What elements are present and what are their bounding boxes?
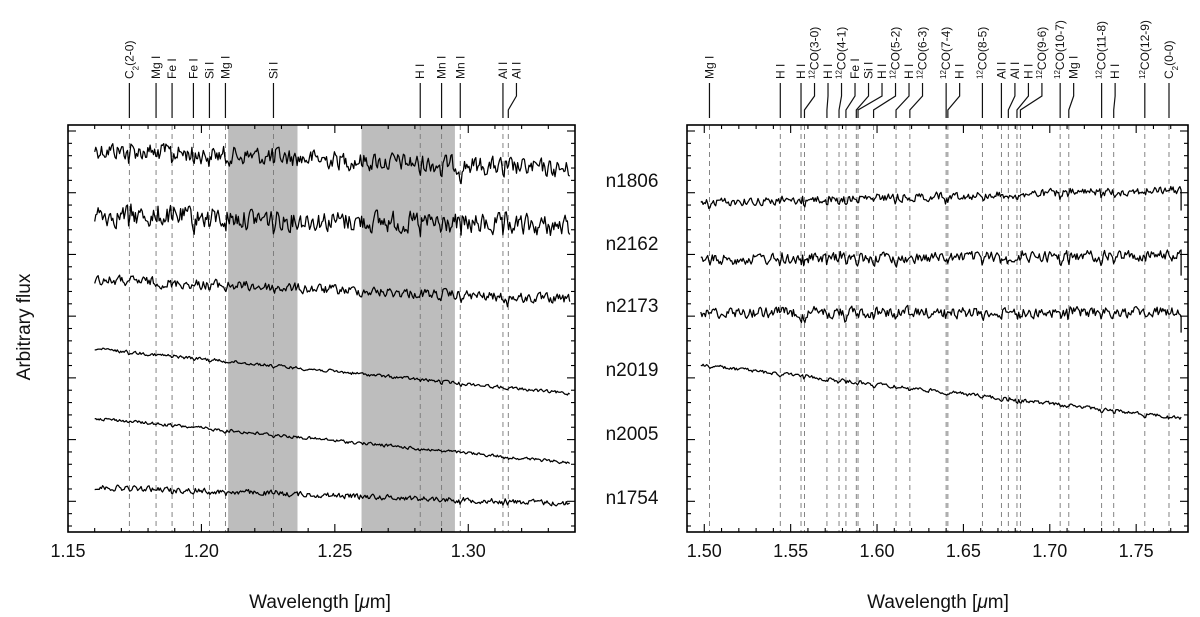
shaded-region — [228, 125, 298, 532]
line-marker-tick — [1113, 83, 1116, 118]
y-axis-title: Arbitrary flux — [14, 273, 35, 380]
x-tick-label: 1.20 — [184, 541, 219, 561]
spectrum-n2019 — [700, 363, 1182, 420]
line-marker-tick — [845, 83, 856, 118]
line-label: H I — [773, 64, 787, 79]
line-label: C2(2-0) — [122, 41, 140, 79]
line-label: H I — [821, 64, 835, 79]
spectrum-n1806 — [700, 185, 1182, 211]
x-tick-label: 1.75 — [1119, 541, 1154, 561]
line-label: Al I — [1008, 62, 1022, 79]
line-label: 12CO(7-4) — [939, 27, 954, 79]
line-marker-tick — [507, 83, 518, 118]
line-label: C2(0-0) — [1162, 41, 1180, 79]
line-label: H I — [1108, 64, 1122, 79]
line-label: H I — [413, 64, 427, 79]
line-label: 12CO(4-1) — [834, 27, 849, 79]
line-label: 12CO(11-8) — [1094, 21, 1109, 79]
spectrum-n2005 — [94, 417, 571, 465]
x-tick-label: 1.70 — [1032, 541, 1067, 561]
x-tick-label: 1.55 — [773, 541, 808, 561]
spectrum-label: n2005 — [606, 424, 659, 445]
spectrum-n1806 — [94, 142, 571, 185]
plot-frame — [686, 124, 1189, 533]
line-label: Al I — [994, 62, 1008, 79]
spectrum-label: n1806 — [606, 171, 659, 192]
spectrum-n2019 — [94, 347, 571, 396]
line-label: Al I — [496, 62, 510, 79]
spectrum-n1754 — [94, 484, 571, 507]
line-label: 12CO(6-3) — [915, 27, 930, 79]
spectrum-n2162 — [700, 249, 1182, 276]
line-label: H I — [953, 64, 967, 79]
x-tick-label: 1.60 — [860, 541, 895, 561]
spectrum-label: n2173 — [606, 296, 659, 317]
shaded-region — [361, 125, 455, 532]
spectrum-label: n2162 — [606, 234, 659, 255]
line-label: Mg I — [1067, 56, 1081, 79]
line-label: Mn I — [453, 56, 467, 79]
line-label: Si I — [862, 62, 876, 79]
line-marker-tick — [1007, 83, 1016, 118]
line-label: Mg I — [218, 56, 232, 79]
line-label: 12CO(12-9) — [1137, 20, 1152, 79]
x-tick-label: 1.50 — [687, 541, 722, 561]
line-label: 12CO(10-7) — [1053, 20, 1068, 79]
x-tick-label: 1.25 — [317, 541, 352, 561]
line-label: Mg I — [702, 56, 716, 79]
line-label: Mn I — [435, 56, 449, 79]
x-axis-title-left: Wavelength [μm] — [249, 592, 391, 613]
line-marker-tick — [872, 83, 897, 118]
spectrum-n2173 — [700, 304, 1182, 333]
line-marker-tick — [838, 83, 843, 118]
line-marker-tick — [1019, 83, 1043, 118]
x-tick-label: 1.30 — [451, 541, 486, 561]
x-tick-label: 1.65 — [946, 541, 981, 561]
line-marker-tick — [1016, 83, 1030, 118]
spectrum-label: n2019 — [606, 360, 659, 381]
line-label: H I — [794, 64, 808, 79]
line-label: Si I — [202, 62, 216, 79]
line-marker-tick — [857, 83, 883, 118]
spectrum-names: n1806 n2162 n2173 n2019 n2005 n1754 — [606, 171, 659, 509]
line-label: Fe I — [186, 58, 200, 79]
spectrum-n2162 — [94, 203, 571, 238]
line-marker-tick — [1068, 83, 1075, 118]
line-label: 12CO(8-5) — [975, 27, 990, 79]
line-label: 12CO(3-0) — [807, 27, 822, 79]
x-tick-label: 1.15 — [50, 541, 85, 561]
line-label: Si I — [266, 62, 280, 79]
line-marker-tick — [909, 83, 924, 118]
line-marker-tick — [803, 83, 816, 118]
line-label: Fe I — [848, 58, 862, 79]
line-label: Mg I — [149, 56, 163, 79]
line-marker-tick — [895, 83, 910, 118]
x-axis-title-right: Wavelength [μm] — [867, 592, 1009, 613]
line-label: H I — [902, 64, 916, 79]
line-marker-tick — [947, 83, 961, 118]
line-label: H I — [1021, 64, 1035, 79]
spectrum-n2173 — [94, 274, 571, 308]
plot-frame — [67, 124, 576, 533]
line-label: 12CO(9-6) — [1034, 27, 1049, 79]
line-label: Fe I — [165, 58, 179, 79]
line-label: 12CO(5-2) — [888, 27, 903, 79]
line-marker-tick — [855, 83, 870, 118]
spectrum-label: n1754 — [606, 488, 659, 509]
line-label: H I — [875, 64, 889, 79]
line-label: Al I — [509, 62, 523, 79]
line-marker-tick — [826, 83, 829, 118]
